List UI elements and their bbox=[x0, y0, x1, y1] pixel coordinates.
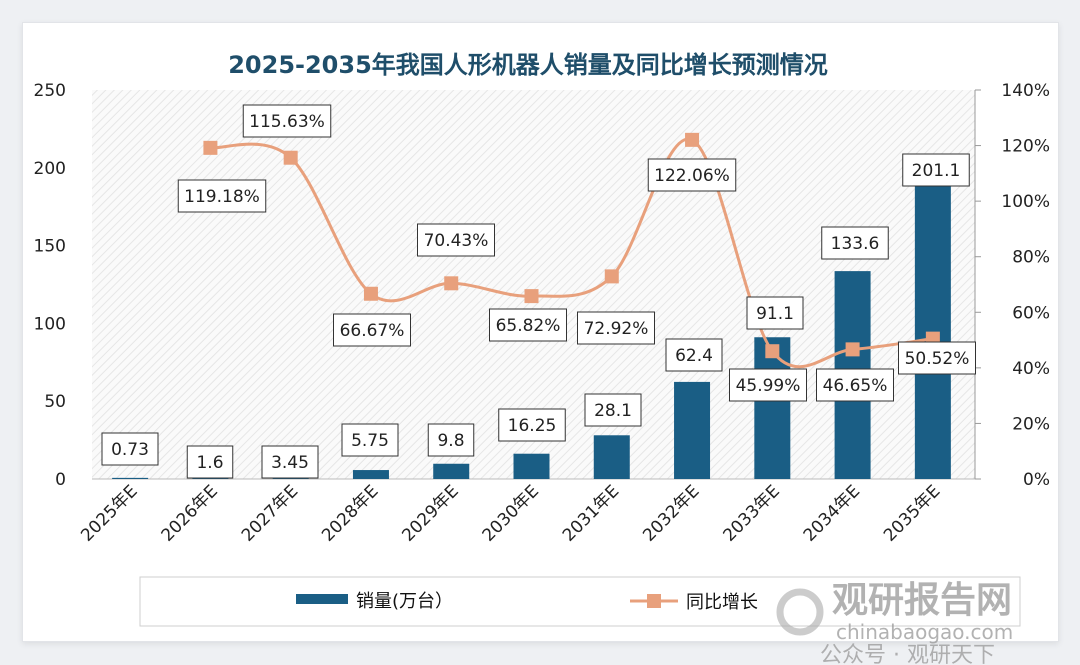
bar-data-label: 0.73 bbox=[111, 440, 149, 460]
y-left-tick: 50 bbox=[44, 392, 66, 412]
bar-data-label-box bbox=[261, 445, 319, 479]
x-tick: 2028年E bbox=[318, 481, 382, 545]
bar-data-label: 1.6 bbox=[196, 453, 223, 473]
bar bbox=[433, 463, 470, 479]
x-tick: 2025年E bbox=[77, 481, 141, 545]
growth-marker bbox=[524, 289, 539, 304]
bar-data-label: 28.1 bbox=[594, 401, 632, 421]
x-tick: 2026年E bbox=[158, 481, 222, 545]
watermark-account: 公众号 · 观研天下 bbox=[820, 643, 995, 665]
bar-data-label-box bbox=[427, 423, 475, 457]
y-right-tick: 140% bbox=[1001, 81, 1050, 101]
growth-data-label: 119.18% bbox=[184, 187, 260, 207]
watermark-logo-icon bbox=[776, 588, 824, 636]
watermark-url: chinabaogao.com bbox=[836, 620, 1013, 644]
bar-data-label-box bbox=[902, 153, 970, 187]
watermark: 观研报告网 chinabaogao.com 公众号 · 观研天下 bbox=[776, 580, 1013, 665]
y-left-tick: 100 bbox=[34, 314, 66, 334]
growth-data-label: 45.99% bbox=[736, 376, 801, 396]
growth-data-label-box bbox=[242, 104, 332, 138]
x-tick: 2029年E bbox=[398, 481, 462, 545]
bar-data-label: 3.45 bbox=[271, 453, 309, 473]
growth-data-label-box bbox=[489, 308, 567, 342]
bar-data-label-box bbox=[186, 445, 234, 479]
growth-data-label-box bbox=[816, 368, 894, 402]
bar bbox=[914, 166, 951, 480]
growth-marker bbox=[765, 344, 780, 359]
legend-sales: 销量(万台） bbox=[356, 591, 453, 612]
x-tick: 2034年E bbox=[800, 481, 864, 545]
x-tick: 2033年E bbox=[719, 481, 783, 545]
chart-title: 2025-2035年我国人形机器人销量及同比增长预测情况 bbox=[228, 51, 828, 79]
growth-data-label-box bbox=[898, 341, 976, 375]
legend-line-marker bbox=[647, 594, 661, 608]
growth-data-label-box bbox=[729, 368, 807, 402]
bar-data-label-box bbox=[746, 296, 804, 330]
growth-data-label: 122.06% bbox=[654, 166, 730, 186]
x-tick: 2027年E bbox=[238, 481, 302, 545]
growth-marker bbox=[203, 140, 218, 155]
bar-data-label-box bbox=[665, 338, 723, 372]
y-left-tick: 200 bbox=[34, 159, 66, 179]
y-right-tick: 120% bbox=[1001, 137, 1050, 157]
growth-data-label-box bbox=[417, 223, 495, 257]
bar bbox=[513, 453, 550, 479]
growth-data-label: 46.65% bbox=[823, 376, 888, 396]
y-right-tick: 0% bbox=[1023, 470, 1050, 490]
growth-marker bbox=[685, 132, 700, 147]
y-right-tick: 100% bbox=[1001, 192, 1050, 212]
y-right-tick: 60% bbox=[1012, 303, 1050, 323]
bar bbox=[352, 470, 389, 479]
growth-data-label: 72.92% bbox=[584, 319, 649, 339]
growth-data-label-box bbox=[577, 311, 655, 345]
x-tick: 2035年E bbox=[880, 481, 944, 545]
legend-box bbox=[139, 576, 1021, 627]
bar-data-label: 133.6 bbox=[831, 234, 880, 254]
y-left-tick: 250 bbox=[34, 81, 66, 101]
growth-data-label: 66.67% bbox=[340, 321, 405, 341]
bar-data-label-box bbox=[584, 393, 642, 427]
y-left-tick: 150 bbox=[34, 237, 66, 257]
legend: 销量(万台） 同比增长 bbox=[296, 591, 758, 613]
growth-data-label-box bbox=[333, 313, 411, 347]
growth-marker bbox=[604, 269, 619, 284]
growth-data-label-box bbox=[177, 179, 267, 213]
y-right-tick: 40% bbox=[1012, 359, 1050, 379]
bar-data-label: 201.1 bbox=[912, 161, 961, 181]
watermark-brand: 观研报告网 bbox=[832, 580, 1012, 621]
growth-data-label-box bbox=[647, 158, 737, 192]
growth-marker bbox=[444, 276, 459, 291]
growth-marker bbox=[845, 342, 860, 357]
bar bbox=[754, 337, 791, 479]
x-tick: 2031年E bbox=[559, 481, 623, 545]
bar-data-label: 62.4 bbox=[675, 346, 713, 366]
growth-marker bbox=[363, 286, 378, 301]
bar bbox=[593, 435, 630, 479]
bar bbox=[674, 381, 711, 479]
bar-data-label-box bbox=[498, 408, 566, 442]
bar-data-label: 5.75 bbox=[351, 431, 389, 451]
y-left-tick: 0 bbox=[55, 470, 66, 490]
bar-data-label-box bbox=[101, 432, 159, 466]
growth-data-label: 70.43% bbox=[424, 231, 489, 251]
bar-data-label: 9.8 bbox=[437, 431, 464, 451]
growth-data-label: 65.82% bbox=[496, 316, 561, 336]
bar-data-label-box bbox=[821, 226, 889, 260]
legend-bar-swatch bbox=[296, 594, 348, 604]
y-right-tick: 80% bbox=[1012, 248, 1050, 268]
bar bbox=[112, 477, 149, 479]
x-tick: 2030年E bbox=[479, 481, 543, 545]
bar-data-label-box bbox=[341, 423, 399, 457]
growth-data-label: 50.52% bbox=[905, 349, 970, 369]
y-right-tick: 20% bbox=[1012, 414, 1050, 434]
bar-data-label: 91.1 bbox=[756, 304, 794, 324]
growth-data-label: 115.63% bbox=[249, 112, 325, 132]
legend-growth: 同比增长 bbox=[686, 592, 758, 613]
growth-marker bbox=[283, 150, 298, 165]
bar-data-label: 16.25 bbox=[508, 416, 557, 436]
growth-line bbox=[210, 137, 934, 369]
x-tick: 2032年E bbox=[639, 481, 703, 545]
